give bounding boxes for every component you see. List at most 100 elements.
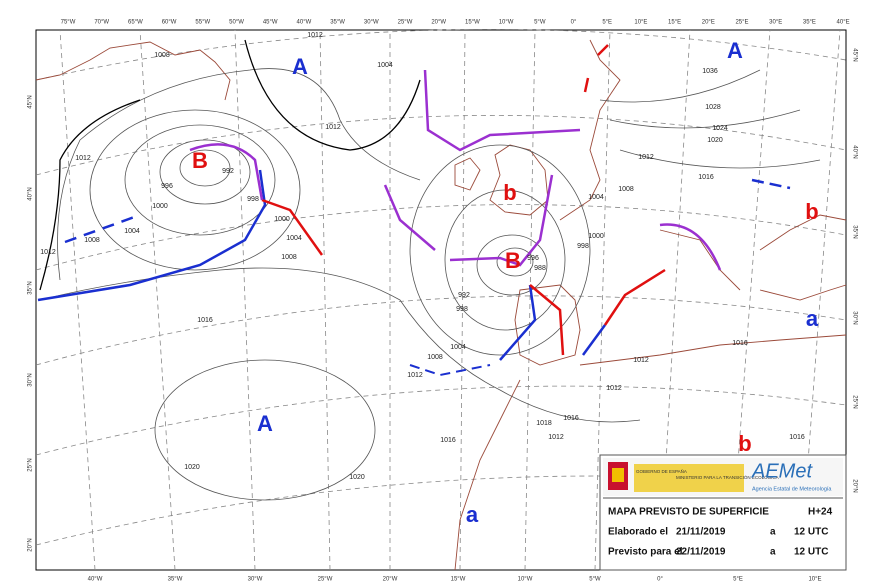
pressure-center: b bbox=[805, 199, 818, 224]
longitude-label: 55°W bbox=[195, 20, 210, 26]
legend-valid-at: a bbox=[770, 547, 776, 558]
isobar-label: 1012 bbox=[307, 32, 323, 39]
isobar-label: 1036 bbox=[702, 68, 718, 75]
pressure-center: A bbox=[292, 54, 308, 79]
isobar-label: 1008 bbox=[281, 254, 297, 261]
occluded-front bbox=[383, 184, 436, 251]
isobar-1012 bbox=[39, 99, 141, 291]
isobar-label: 1028 bbox=[705, 104, 721, 111]
isobar-label: 1012 bbox=[407, 372, 423, 379]
latitude-label: 20°N bbox=[28, 538, 34, 551]
cold-front-frontolysis bbox=[409, 364, 491, 377]
pressure-center: B bbox=[505, 248, 521, 273]
isobar-label: 1012 bbox=[548, 434, 564, 441]
isobar-label: 1008 bbox=[84, 237, 100, 244]
pressure-center: a bbox=[466, 502, 479, 527]
warm-front bbox=[603, 268, 666, 326]
longitude-label: 70°W bbox=[94, 20, 109, 26]
isobar-label: 1012 bbox=[325, 124, 341, 131]
isobar-label: 1012 bbox=[633, 357, 649, 364]
isobar-label: 1012 bbox=[40, 249, 56, 256]
cold-front bbox=[499, 284, 537, 361]
longitude-label: 40°W bbox=[297, 20, 312, 26]
longitude-label: 0° bbox=[571, 20, 577, 26]
legend-made-time: 12 UTC bbox=[794, 527, 828, 538]
isobar-label: 1012 bbox=[638, 154, 654, 161]
isobar-label: 1004 bbox=[124, 228, 140, 235]
latitude-label: 20°N bbox=[851, 479, 857, 492]
longitude-label: 20°W bbox=[383, 577, 398, 583]
longitude-label: 15°W bbox=[465, 20, 480, 26]
latitude-label: 30°N bbox=[851, 311, 857, 324]
isobar-label: 1000 bbox=[152, 203, 168, 210]
isobar-label: 1016 bbox=[732, 340, 748, 347]
longitude-label: 20°E bbox=[702, 20, 715, 26]
longitude-label: 25°E bbox=[735, 20, 748, 26]
longitude-label: 30°E bbox=[769, 20, 782, 26]
isobar-label: 1016 bbox=[563, 415, 579, 422]
longitude-label: 40°W bbox=[88, 577, 103, 583]
latitude-label: 40°N bbox=[28, 187, 34, 200]
isobar-label: 1008 bbox=[154, 52, 170, 59]
legend-logo: AEMet bbox=[751, 460, 813, 482]
longitude-label: 25°W bbox=[318, 577, 333, 583]
legend-horizon: H+24 bbox=[808, 507, 833, 518]
isobar-label: 992 bbox=[222, 168, 234, 175]
isobar-label: 1018 bbox=[536, 420, 552, 427]
longitude-label: 35°E bbox=[803, 20, 816, 26]
isobars bbox=[39, 68, 821, 501]
isobar-label: 1024 bbox=[712, 125, 728, 132]
coat-of-arms-center bbox=[612, 468, 624, 482]
longitude-label: 30°W bbox=[364, 20, 379, 26]
longitude-label: 45°W bbox=[263, 20, 278, 26]
longitude-label: 5°W bbox=[534, 20, 546, 26]
cold-front bbox=[37, 169, 267, 302]
pressure-center: B bbox=[192, 148, 208, 173]
isobar-label: 1000 bbox=[274, 216, 290, 223]
latitude-label: 30°N bbox=[28, 373, 34, 386]
pressure-center: b bbox=[738, 431, 751, 456]
legend-made-at: a bbox=[770, 527, 776, 538]
longitude-label: 5°W bbox=[589, 577, 601, 583]
longitude-label: 50°W bbox=[229, 20, 244, 26]
longitude-label: 35°W bbox=[330, 20, 345, 26]
latitude-label: 45°N bbox=[28, 95, 34, 108]
pressure-center: a bbox=[806, 306, 819, 331]
isobar-label: 1004 bbox=[377, 62, 393, 69]
longitude-label: 75°W bbox=[61, 20, 76, 26]
ministry-band bbox=[634, 464, 744, 492]
isobar-label: 992 bbox=[458, 292, 470, 299]
latitude-label: 35°N bbox=[28, 281, 34, 294]
longitude-label: 35°W bbox=[168, 577, 183, 583]
pressure-center: A bbox=[257, 411, 273, 436]
longitude-label: 40°E bbox=[837, 20, 850, 26]
occluded-front bbox=[423, 69, 581, 152]
longitude-label: 15°W bbox=[451, 577, 466, 583]
legend-made-date: 21/11/2019 bbox=[676, 527, 726, 538]
longitude-label: 10°E bbox=[634, 20, 647, 26]
occluded-front bbox=[449, 174, 554, 267]
longitude-label: 10°E bbox=[808, 577, 821, 583]
isobar-label: 1008 bbox=[427, 354, 443, 361]
latitude-label: 25°N bbox=[28, 458, 34, 471]
legend-agency: Agencia Estatal de Meteorología bbox=[752, 486, 832, 492]
isobar-label: 1000 bbox=[588, 233, 604, 240]
warm-front bbox=[261, 198, 324, 256]
isobar-label: 998 bbox=[577, 243, 589, 250]
occluded-front bbox=[659, 223, 722, 271]
longitude-label: 5°E bbox=[733, 577, 743, 583]
cold-front bbox=[751, 178, 791, 190]
warm-front bbox=[529, 284, 565, 356]
longitude-label: 10°W bbox=[499, 20, 514, 26]
isobar-label: 1016 bbox=[698, 174, 714, 181]
legend-government: GOBIERNO DE ESPAÑA bbox=[636, 468, 687, 474]
warm-front-segment bbox=[583, 44, 609, 93]
legend-valid-label: Previsto para el bbox=[608, 547, 683, 558]
isobar-label: 1020 bbox=[184, 464, 200, 471]
isobar-label: 988 bbox=[534, 265, 546, 272]
latitude-label: 35°N bbox=[851, 225, 857, 238]
longitude-label: 25°W bbox=[398, 20, 413, 26]
longitude-label: 15°E bbox=[668, 20, 681, 26]
